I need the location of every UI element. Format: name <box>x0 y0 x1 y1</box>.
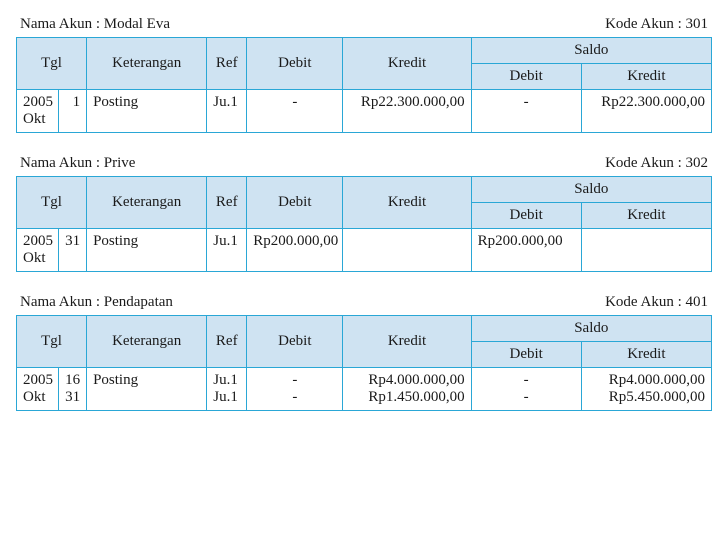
ledger-table: TglKeteranganRefDebitKreditSaldoDebitKre… <box>16 315 712 411</box>
cell-kredit: Rp22.300.000,00 <box>343 90 471 133</box>
th-saldo-kredit: Kredit <box>581 64 711 90</box>
th-keterangan: Keterangan <box>87 38 207 90</box>
account-name: Nama Akun : Pendapatan <box>20 294 173 311</box>
account-name-label: Nama Akun <box>20 294 92 310</box>
account-code: Kode Akun : 302 <box>605 155 708 172</box>
cell-saldo-kredit <box>581 229 711 272</box>
th-kredit: Kredit <box>343 177 471 229</box>
cell-ref: Ju.1 <box>207 90 247 133</box>
th-debit: Debit <box>247 38 343 90</box>
th-keterangan: Keterangan <box>87 177 207 229</box>
account-name-value: Modal Eva <box>104 16 170 32</box>
th-tgl: Tgl <box>17 38 87 90</box>
cell-ref: Ju.1 <box>207 229 247 272</box>
cell-ref: Ju.1 Ju.1 <box>207 368 247 411</box>
account-header: Nama Akun : Prive Kode Akun : 302 <box>16 155 712 172</box>
account-name-label: Nama Akun <box>20 16 92 32</box>
cell-keterangan: Posting <box>87 229 207 272</box>
account-block: Nama Akun : Pendapatan Kode Akun : 401 Tgl… <box>16 294 712 411</box>
account-name-value: Prive <box>104 155 136 171</box>
table-row: 2005 Okt16 31PostingJu.1 Ju.1- -Rp4.000.… <box>17 368 712 411</box>
th-kredit: Kredit <box>343 316 471 368</box>
th-saldo-kredit: Kredit <box>581 342 711 368</box>
account-code: Kode Akun : 301 <box>605 16 708 33</box>
th-saldo-kredit: Kredit <box>581 203 711 229</box>
ledger-table: TglKeteranganRefDebitKreditSaldoDebitKre… <box>16 176 712 272</box>
cell-tgl-day: 31 <box>59 229 87 272</box>
account-code-value: 302 <box>686 155 709 171</box>
account-code-value: 401 <box>686 294 709 310</box>
th-ref: Ref <box>207 177 247 229</box>
cell-keterangan: Posting <box>87 90 207 133</box>
th-saldo-debit: Debit <box>471 203 581 229</box>
cell-saldo-debit: - <box>471 90 581 133</box>
table-row: 2005 Okt31PostingJu.1Rp200.000,00Rp200.0… <box>17 229 712 272</box>
cell-keterangan: Posting <box>87 368 207 411</box>
cell-debit: - <box>247 90 343 133</box>
cell-tgl-year: 2005 Okt <box>17 90 59 133</box>
account-name: Nama Akun : Modal Eva <box>20 16 170 33</box>
table-row: 2005 Okt1PostingJu.1-Rp22.300.000,00-Rp2… <box>17 90 712 133</box>
th-tgl: Tgl <box>17 177 87 229</box>
th-saldo: Saldo <box>471 38 711 64</box>
th-kredit: Kredit <box>343 38 471 90</box>
account-code-value: 301 <box>686 16 709 32</box>
account-header: Nama Akun : Pendapatan Kode Akun : 401 <box>16 294 712 311</box>
cell-kredit <box>343 229 471 272</box>
th-debit: Debit <box>247 177 343 229</box>
account-code-label: Kode Akun <box>605 16 674 32</box>
th-ref: Ref <box>207 38 247 90</box>
cell-saldo-debit: - - <box>471 368 581 411</box>
cell-tgl-day: 16 31 <box>59 368 87 411</box>
th-saldo-debit: Debit <box>471 342 581 368</box>
cell-tgl-year: 2005 Okt <box>17 229 59 272</box>
cell-tgl-day: 1 <box>59 90 87 133</box>
account-code-label: Kode Akun <box>605 294 674 310</box>
cell-saldo-kredit: Rp4.000.000,00 Rp5.450.000,00 <box>581 368 711 411</box>
account-block: Nama Akun : Prive Kode Akun : 302 TglKeter… <box>16 155 712 272</box>
cell-tgl-year: 2005 Okt <box>17 368 59 411</box>
account-block: Nama Akun : Modal EvaKode Akun : 301TglK… <box>16 16 712 133</box>
th-keterangan: Keterangan <box>87 316 207 368</box>
cell-kredit: Rp4.000.000,00 Rp1.450.000,00 <box>343 368 471 411</box>
th-saldo: Saldo <box>471 177 711 203</box>
cell-debit: - - <box>247 368 343 411</box>
account-code: Kode Akun : 401 <box>605 294 708 311</box>
cell-saldo-debit: Rp200.000,00 <box>471 229 581 272</box>
ledger-table: TglKeteranganRefDebitKreditSaldoDebitKre… <box>16 37 712 133</box>
th-debit: Debit <box>247 316 343 368</box>
account-name-label: Nama Akun <box>20 155 92 171</box>
th-ref: Ref <box>207 316 247 368</box>
th-saldo-debit: Debit <box>471 64 581 90</box>
account-name-value: Pendapatan <box>104 294 173 310</box>
cell-debit: Rp200.000,00 <box>247 229 343 272</box>
th-tgl: Tgl <box>17 316 87 368</box>
account-header: Nama Akun : Modal Eva Kode Akun : 301 <box>16 16 712 33</box>
account-code-label: Kode Akun <box>605 155 674 171</box>
account-name: Nama Akun : Prive <box>20 155 135 172</box>
cell-saldo-kredit: Rp22.300.000,00 <box>581 90 711 133</box>
th-saldo: Saldo <box>471 316 711 342</box>
